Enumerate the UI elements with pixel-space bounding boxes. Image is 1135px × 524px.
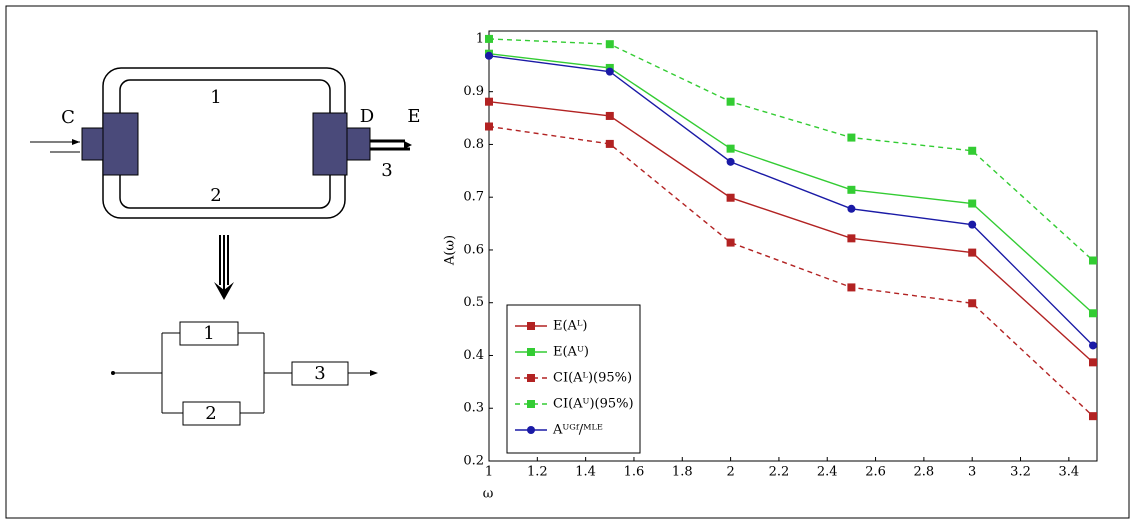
point [1089,412,1097,421]
y-tick-label: 0.7 [463,190,484,205]
path-label: 2 [210,185,221,206]
series-line [488,125,1094,417]
x-tick-label: 2.2 [769,465,790,480]
x-tick-label: 1.4 [575,465,596,480]
legend-label: CI(Aᴸ)(95%) [553,371,632,386]
point [1089,341,1097,350]
point [485,34,493,43]
x-tick-label: 1.2 [527,465,548,480]
legend-label: E(Aᴸ) [553,319,587,334]
point [485,97,493,106]
point [1089,358,1097,367]
y-tick-label: 0.8 [463,137,484,152]
point [726,238,735,247]
legend-marker [527,374,535,382]
x-axis-label: ω [483,487,494,502]
plot-frame [488,30,1098,462]
y-tick-label: 0.5 [463,295,484,310]
y-tick-label: 0.4 [463,348,484,363]
port-label: C [61,107,75,128]
point [1089,309,1097,318]
point [485,122,493,131]
y-tick-label: 0.3 [463,401,484,416]
legend-label: E(Aᵁ) [553,345,589,360]
point [605,139,614,148]
x-tick-label: 3 [968,465,976,480]
port-label: E [407,106,420,127]
x-tick-label: 2 [726,465,734,480]
point [605,40,614,49]
y-axis-label: A(ω) [443,235,458,266]
block-label: 2 [205,403,216,424]
legend-marker [527,426,535,434]
y-tick-label: 0.9 [463,84,484,99]
x-tick-label: 1.8 [672,465,693,480]
x-tick-label: 2.8 [914,465,935,480]
point [847,283,856,292]
x-tick-label: 2.6 [865,465,886,480]
point [605,67,614,76]
point [847,185,856,194]
x-tick-label: 3.4 [1058,465,1079,480]
point [726,144,735,153]
block-label: 1 [203,323,214,344]
x-tick-label: 2.4 [817,465,838,480]
point [1089,256,1097,265]
point [605,111,614,120]
y-tick-label: 0.2 [463,454,484,469]
y-tick-label: 1 [476,31,484,46]
legend-marker [527,348,535,356]
point [968,199,977,208]
legend-label: Aᵁᴳᶠ/ᴹᴸᴱ [552,423,603,438]
port-label: D [360,106,374,127]
point [847,234,856,243]
legend-marker [527,400,535,408]
point [968,146,977,155]
point [968,220,977,229]
path-label: 1 [210,87,221,108]
block-label: 3 [314,363,325,384]
legend-marker [527,322,535,330]
series-line [488,52,1094,314]
x-tick-label: 1 [485,465,493,480]
x-tick-label: 1.6 [624,465,645,480]
legend-label: CI(Aᵁ)(95%) [553,397,634,412]
series-line [488,101,1094,363]
y-tick-label: 0.6 [463,242,484,257]
point [847,133,856,142]
series-line [488,38,1094,262]
chart: ω A(ω) 1 1.2 1.4 1.6 1.8 2 2.2 2.4 2.6 2.8 3 3.2 3.4… [443,30,1098,502]
system-diagram: C D E 1 2 3 1 2 3 [30,67,421,426]
point [485,51,493,60]
point [968,248,977,257]
path-label: 3 [381,160,392,181]
x-tick-label: 3.2 [1010,465,1031,480]
series-line [488,55,1094,346]
point [968,299,977,308]
point [847,204,856,213]
point [726,193,735,202]
point [726,97,735,106]
point [726,157,735,166]
